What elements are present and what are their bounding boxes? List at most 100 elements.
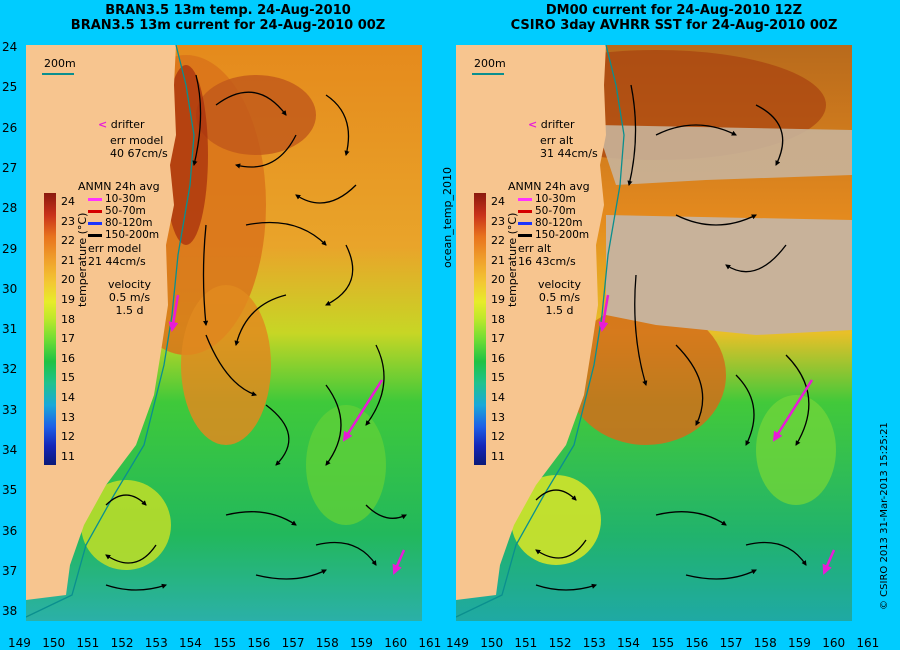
longitude-tick-label: 156 (685, 636, 709, 650)
latitude-tick-label: 26 (2, 120, 18, 135)
colorbar-tick-label: 16 (61, 351, 75, 365)
right-err-alt: err alt 31 44cm/s (540, 134, 598, 160)
left-err2: err model 21 44cm/s (88, 242, 146, 268)
right-scale-label: 200m (474, 57, 506, 70)
longitude-tick-label: 150 (480, 636, 504, 650)
left-err2-line1: err model (88, 242, 142, 255)
right-err-line2: 31 44cm/s (540, 147, 598, 160)
longitude-tick-label: 157 (281, 636, 305, 650)
longitude-tick-label: 149 (8, 636, 31, 650)
right-colorbar-label: temperature (°C) (506, 212, 519, 307)
left-legend-item-4: 150-200m (88, 229, 159, 241)
colorbar-tick-label: 24 (491, 195, 505, 208)
left-legend-item-1: 10-30m (88, 193, 146, 205)
colorbar-tick-label: 20 (61, 273, 75, 287)
longitude-tick-label: 161 (856, 636, 880, 650)
longitude-tick-label: 150 (42, 636, 66, 650)
colorbar-tick-label: 12 (61, 430, 75, 444)
right-panel-title: DM00 current for 24-Aug-2010 12Z CSIRO 3… (454, 3, 894, 33)
colorbar-tick-label: 21 (61, 253, 75, 267)
right-err2-line2: 16 43cm/s (518, 255, 576, 268)
colorbar-tick-label: 19 (61, 293, 75, 306)
colorbar-tick-label: 23 (61, 214, 75, 228)
left-scale-label: 200m (44, 57, 76, 70)
right-drifter-tracks (598, 294, 836, 575)
longitude-tick-label: 152 (110, 636, 134, 650)
left-current-arrows (105, 74, 407, 591)
colorbar-tick-label: 20 (491, 273, 505, 287)
latitude-tick-label: 33 (2, 402, 18, 417)
left-drifter-key: < drifter (98, 118, 145, 131)
longitude-tick-label: 161 (418, 636, 442, 650)
left-legend-item-2: 50-70m (88, 205, 146, 217)
colorbar-tick-label: 22 (61, 234, 75, 248)
latitude-tick-label: 28 (2, 201, 18, 216)
latitude-tick-label: 38 (2, 604, 18, 619)
right-legend-item-3: 80-120m (518, 217, 582, 229)
right-title-line1: DM00 current for 24-Aug-2010 12Z (545, 3, 803, 18)
left-err-model: err model 40 67cm/s (110, 134, 168, 160)
left-legend-item-3: 80-120m (88, 217, 152, 229)
drifter-arrow-icon: < (98, 118, 108, 131)
colorbar-tick-label: 24 (61, 195, 75, 208)
colorbar-tick-label: 17 (61, 332, 75, 346)
latitude-tick-label: 35 (2, 483, 18, 498)
right-legend-item-2: 50-70m (518, 205, 576, 217)
longitude-tick-label: 156 (247, 636, 271, 650)
latitude-tick-label: 31 (2, 322, 18, 337)
left-map-panel: 200m < drifter err model 40 67cm/s ANMN … (26, 45, 422, 621)
longitude-tick-label: 155 (651, 636, 675, 650)
right-err2: err alt 16 43cm/s (518, 242, 576, 268)
right-title-line2: CSIRO 3day AVHRR SST for 24-Aug-2010 00Z (510, 18, 838, 33)
colorbar-tick-label: 23 (491, 214, 505, 228)
left-colorbar (44, 193, 56, 465)
longitude-tick-label: 159 (350, 636, 373, 650)
right-legend-title: ANMN 24h avg (508, 180, 590, 193)
colorbar-tick-label: 22 (491, 234, 505, 248)
right-scale-line (472, 73, 504, 75)
longitude-tick-label: 153 (582, 636, 606, 650)
left-err-line1: err model (110, 134, 164, 147)
colorbar-tick-label: 13 (61, 410, 75, 424)
copyright-text: © CSIRO 2013 31-Mar-2013 15:25:21 (879, 422, 890, 610)
right-map-panel: 200m < drifter err alt 31 44cm/s ANMN 24… (456, 45, 852, 621)
latitude-tick-label: 27 (2, 160, 18, 175)
colorbar-tick-label: 21 (491, 253, 505, 267)
latitude-tick-label: 36 (2, 523, 18, 538)
longitude-tick-label: 158 (753, 636, 777, 650)
longitude-tick-label: 149 (446, 636, 469, 650)
left-colorbar-label: temperature (°C) (76, 212, 89, 307)
left-drifter-tracks (168, 294, 406, 575)
latitude-tick-label: 30 (2, 281, 18, 296)
longitude-tick-label: 157 (719, 636, 743, 650)
longitude-tick-label: 151 (76, 636, 100, 650)
longitude-tick-label: 155 (213, 636, 237, 650)
colorbar-tick-label: 18 (491, 312, 505, 326)
left-panel-title: BRAN3.5 13m temp. 24-Aug-2010 BRAN3.5 13… (8, 3, 448, 33)
left-velocity-key: velocity 0.5 m/s 1.5 d (108, 278, 151, 317)
right-map-svg (456, 45, 852, 621)
colorbar-tick-label: 19 (491, 293, 505, 306)
colorbar-tick-label: 14 (491, 391, 505, 404)
right-legend-item-4: 150-200m (518, 229, 589, 241)
colorbar-tick-label: 11 (61, 449, 75, 463)
colorbar-tick-label: 15 (491, 371, 505, 385)
longitude-tick-label: 154 (617, 636, 640, 650)
left-scale-line (42, 73, 74, 75)
latitude-tick-label: 32 (2, 362, 18, 377)
latitude-tick-label: 25 (2, 80, 18, 95)
middle-vertical-label: ocean_temp_2010 (441, 166, 454, 268)
latitude-tick-label: 34 (2, 443, 18, 457)
longitude-tick-label: 151 (514, 636, 538, 650)
drifter-arrow-icon: < (528, 118, 538, 131)
colorbar-tick-label: 16 (491, 351, 505, 365)
left-legend-title: ANMN 24h avg (78, 180, 160, 193)
longitude-tick-label: 153 (144, 636, 168, 650)
colorbar-tick-label: 17 (491, 332, 505, 346)
left-drifter-label: drifter (110, 118, 145, 131)
right-drifter-label: drifter (540, 118, 575, 131)
latitude-tick-label: 37 (2, 563, 18, 578)
left-map-svg (26, 45, 422, 621)
left-title-line2: BRAN3.5 13m current for 24-Aug-2010 00Z (70, 18, 386, 33)
longitude-tick-label: 152 (548, 636, 572, 650)
